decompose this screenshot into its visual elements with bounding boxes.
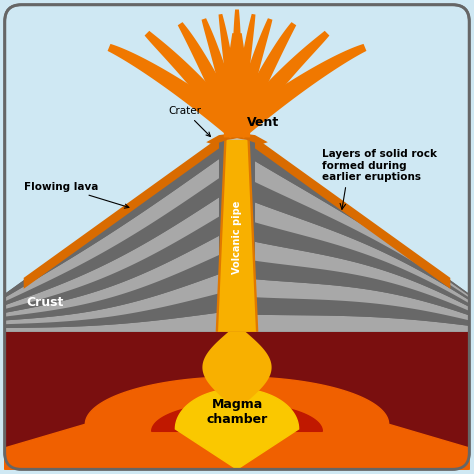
Polygon shape [230, 44, 366, 138]
Polygon shape [5, 332, 469, 469]
Polygon shape [255, 182, 469, 300]
Text: Volcanic pipe: Volcanic pipe [232, 201, 242, 273]
Text: Crust: Crust [26, 296, 64, 309]
Polygon shape [255, 161, 469, 298]
Polygon shape [229, 22, 296, 134]
Polygon shape [5, 140, 469, 332]
Polygon shape [5, 217, 219, 313]
Text: Magma
chamber: Magma chamber [206, 398, 268, 427]
Polygon shape [255, 297, 469, 326]
Polygon shape [5, 441, 469, 469]
Polygon shape [218, 140, 256, 332]
Polygon shape [201, 18, 244, 132]
Polygon shape [219, 14, 243, 131]
Polygon shape [202, 332, 272, 403]
Polygon shape [5, 274, 219, 324]
Polygon shape [5, 178, 219, 305]
Polygon shape [230, 18, 273, 132]
Polygon shape [255, 222, 469, 307]
FancyBboxPatch shape [5, 5, 469, 469]
Polygon shape [255, 140, 469, 295]
Polygon shape [255, 315, 469, 332]
Polygon shape [5, 159, 219, 301]
Polygon shape [5, 377, 469, 469]
Polygon shape [206, 133, 268, 145]
Polygon shape [178, 22, 245, 134]
Polygon shape [175, 389, 299, 469]
Polygon shape [255, 242, 469, 311]
Polygon shape [5, 140, 219, 298]
Polygon shape [24, 137, 219, 289]
Polygon shape [224, 33, 250, 137]
Text: Layers of solid rock
formed during
earlier eruptions: Layers of solid rock formed during earli… [322, 149, 438, 182]
Polygon shape [5, 313, 219, 332]
Polygon shape [5, 293, 219, 328]
Polygon shape [229, 31, 329, 137]
Text: Flowing lava: Flowing lava [24, 182, 129, 208]
Polygon shape [108, 44, 244, 138]
Polygon shape [255, 202, 469, 303]
Polygon shape [255, 261, 469, 315]
Text: Vent: Vent [247, 116, 280, 128]
Polygon shape [231, 14, 255, 131]
Polygon shape [216, 140, 258, 332]
Polygon shape [231, 9, 243, 130]
Polygon shape [5, 255, 219, 320]
Polygon shape [255, 279, 469, 320]
FancyBboxPatch shape [5, 332, 469, 469]
Text: Crater: Crater [168, 106, 210, 137]
Polygon shape [152, 403, 322, 431]
Polygon shape [5, 197, 219, 309]
Polygon shape [255, 137, 450, 289]
Polygon shape [145, 31, 245, 137]
Polygon shape [5, 236, 219, 317]
